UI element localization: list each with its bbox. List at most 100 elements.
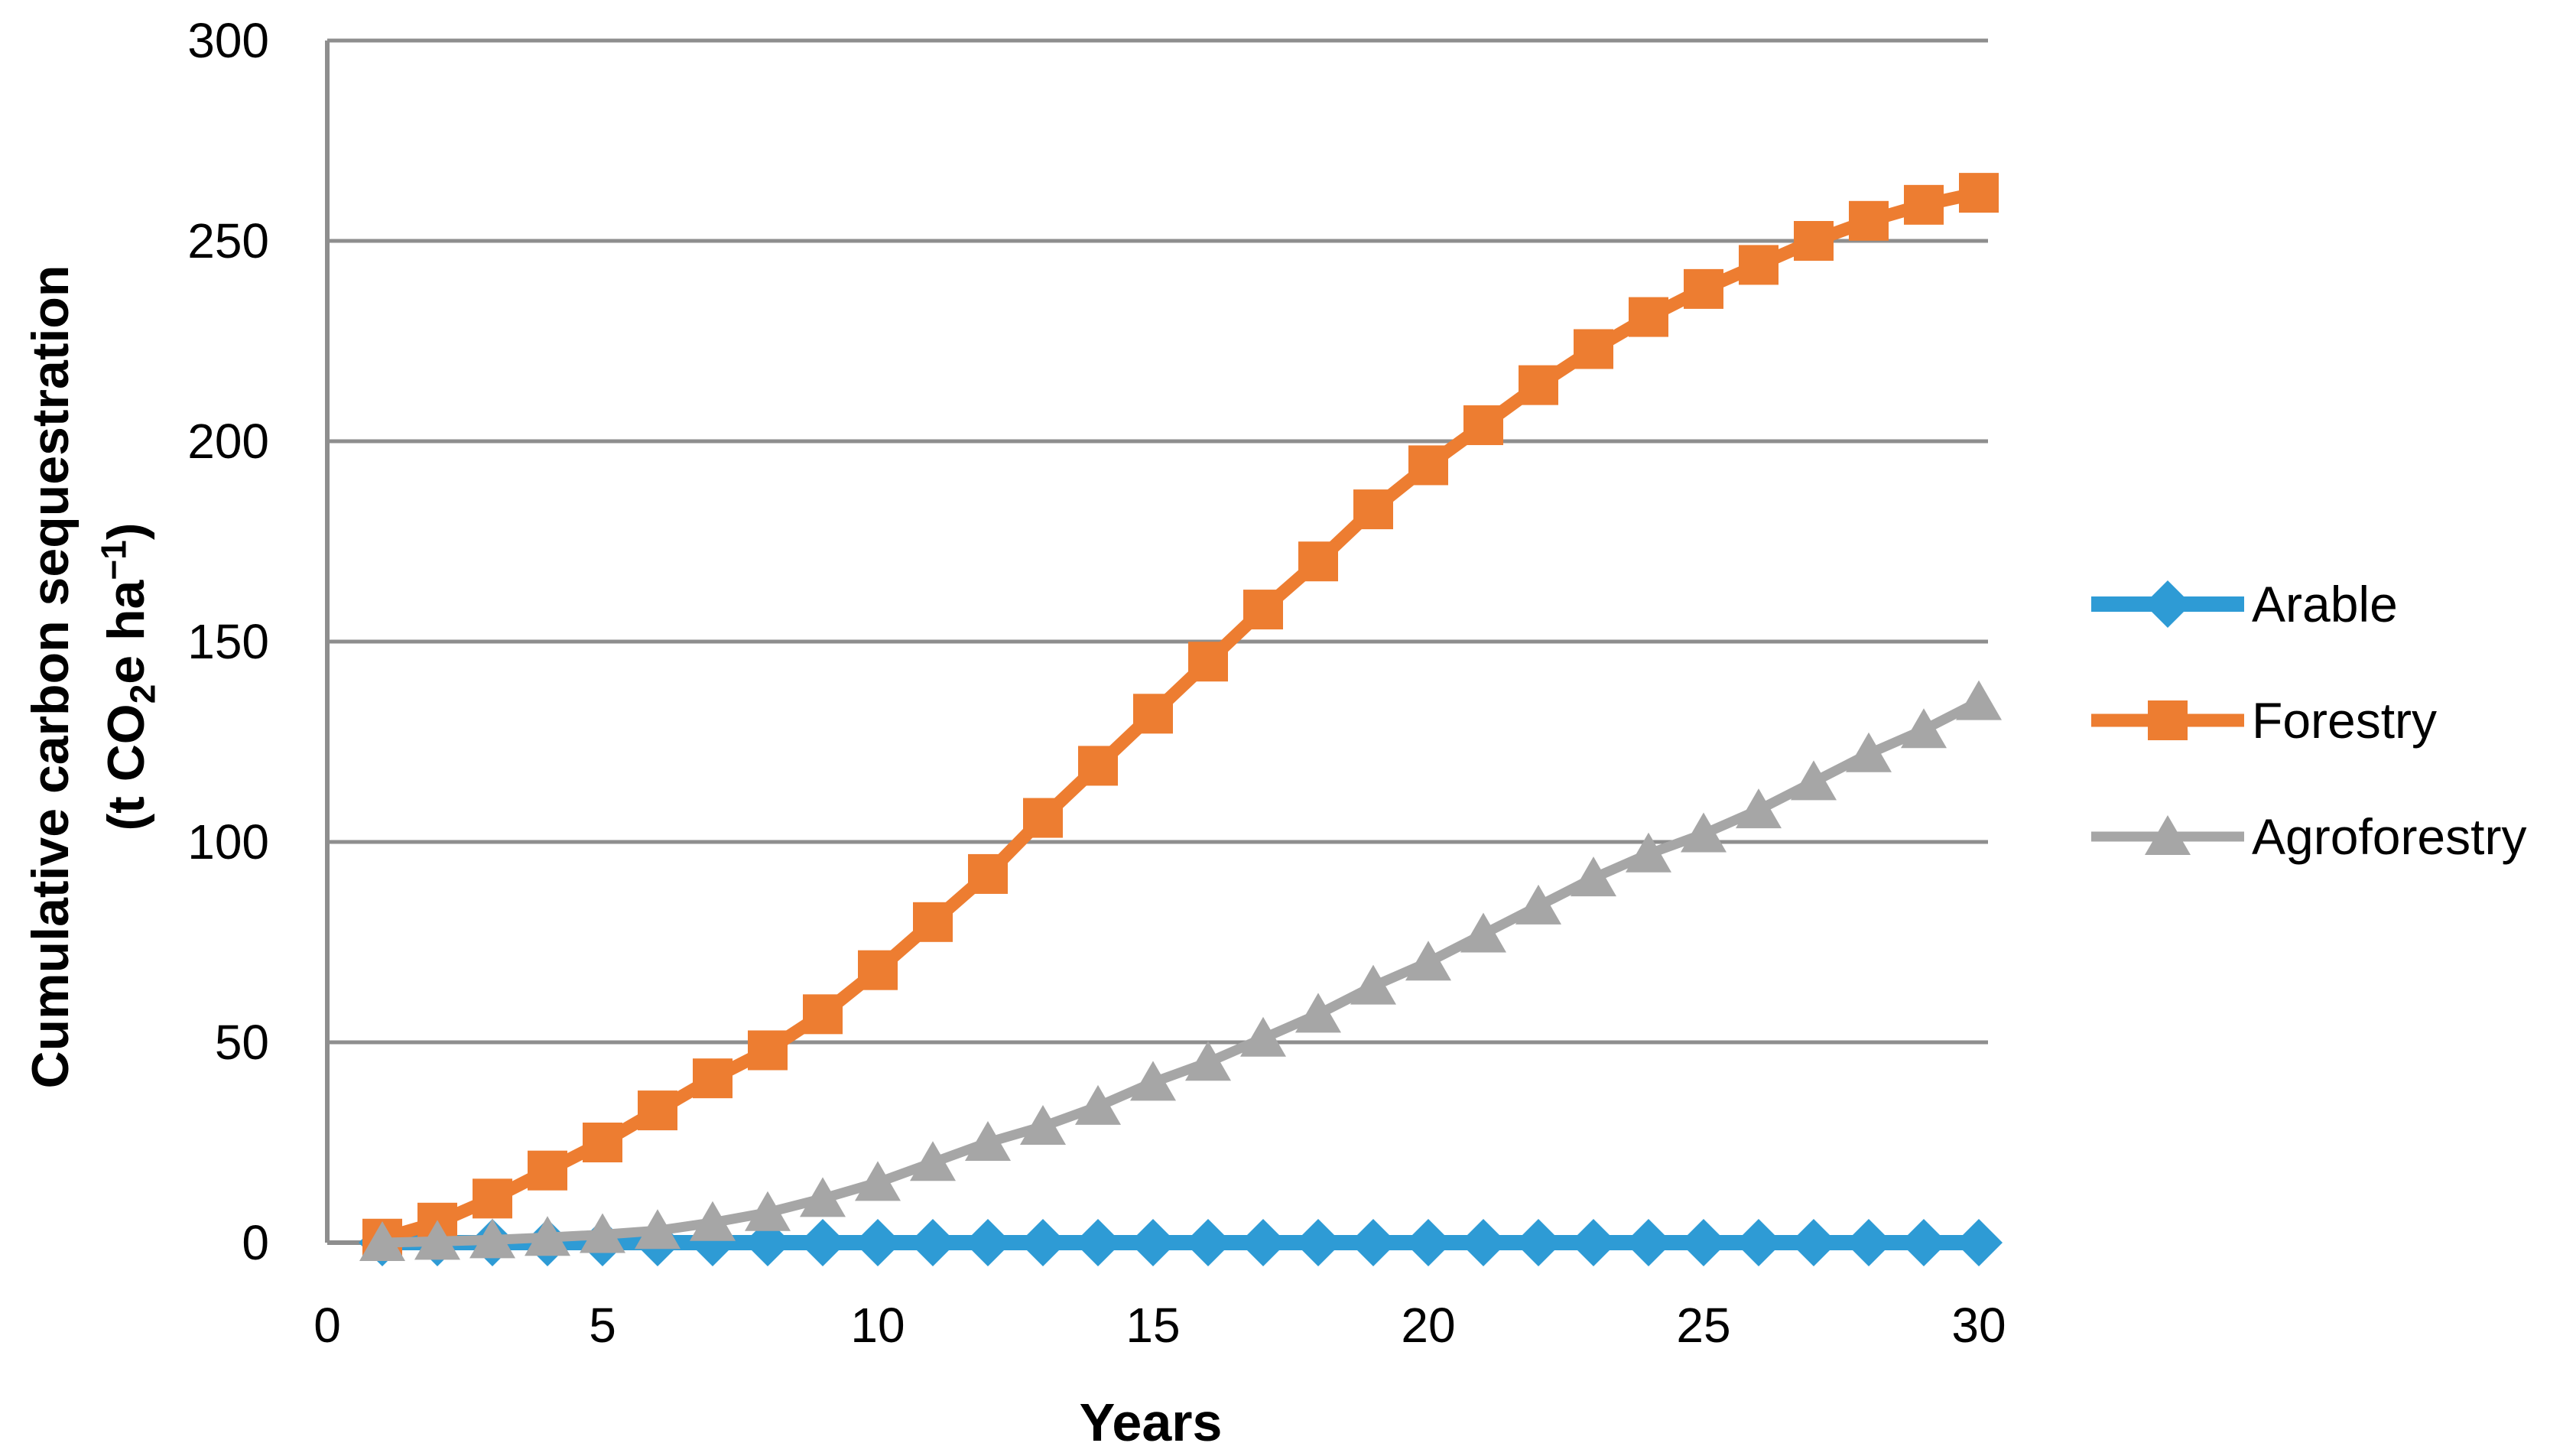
legend-item-agroforestry: Agroforestry bbox=[2091, 802, 2573, 871]
x-tick-label-15: 15 bbox=[1126, 1298, 1180, 1353]
marker-agroforestry-year-13 bbox=[1020, 1105, 1066, 1146]
marker-agroforestry-year-1 bbox=[359, 1221, 405, 1261]
marker-arable-year-28 bbox=[1845, 1219, 1892, 1266]
marker-agroforestry-year-20 bbox=[1405, 941, 1451, 981]
marker-agroforestry-year-16 bbox=[1185, 1041, 1231, 1081]
y-tick-label-250: 250 bbox=[187, 213, 269, 268]
marker-agroforestry-year-27 bbox=[1791, 760, 1837, 801]
legend-label-forestry: Forestry bbox=[2252, 692, 2438, 749]
marker-agroforestry-year-25 bbox=[1681, 812, 1727, 853]
marker-agroforestry-year-23 bbox=[1571, 856, 1616, 897]
x-tick-label-20: 20 bbox=[1401, 1298, 1455, 1353]
marker-forestry-year-16 bbox=[1188, 642, 1228, 682]
x-tick-labels-group: 0 5 10 15 20 25 30 bbox=[313, 1298, 2006, 1353]
marker-arable-year-30 bbox=[1955, 1219, 2003, 1266]
marker-arable-year-22 bbox=[1515, 1219, 1562, 1266]
legend-marker-forestry-icon bbox=[2091, 700, 2244, 740]
marker-agroforestry-year-4 bbox=[525, 1216, 570, 1256]
marker-agroforestry-year-5 bbox=[580, 1213, 625, 1253]
marker-arable-year-25 bbox=[1680, 1219, 1727, 1266]
marker-forestry-year-29 bbox=[1904, 184, 1944, 225]
marker-forestry-year-15 bbox=[1133, 694, 1173, 734]
marker-agroforestry-year-12 bbox=[965, 1121, 1011, 1161]
x-tick-label-0: 0 bbox=[313, 1298, 341, 1353]
y-tick-label-0: 0 bbox=[242, 1215, 269, 1270]
marker-arable-year-24 bbox=[1625, 1219, 1672, 1266]
marker-forestry-year-18 bbox=[1298, 541, 1338, 582]
y-tick-label-200: 200 bbox=[187, 414, 269, 469]
marker-arable-year-23 bbox=[1570, 1219, 1617, 1266]
marker-arable-year-19 bbox=[1350, 1219, 1397, 1266]
marker-agroforestry-year-14 bbox=[1075, 1084, 1121, 1125]
marker-forestry-year-30 bbox=[1959, 173, 1999, 213]
marker-agroforestry-year-19 bbox=[1350, 964, 1396, 1005]
marker-agroforestry-year-6 bbox=[635, 1209, 681, 1250]
marker-forestry-year-8 bbox=[748, 1030, 788, 1071]
legend-marker-arable-icon bbox=[2091, 580, 2244, 628]
marker-arable-year-20 bbox=[1405, 1219, 1452, 1266]
series-forestry-line bbox=[380, 186, 1980, 1245]
marker-forestry-year-26 bbox=[1739, 245, 1779, 285]
legend-glyph-arable bbox=[2144, 580, 2191, 628]
gridlines-group bbox=[327, 38, 1988, 1245]
marker-arable-year-14 bbox=[1074, 1219, 1122, 1266]
marker-agroforestry-year-7 bbox=[690, 1201, 736, 1241]
marker-forestry-year-21 bbox=[1463, 405, 1503, 446]
marker-agroforestry-year-28 bbox=[1846, 732, 1892, 772]
marker-forestry-year-25 bbox=[1684, 268, 1723, 309]
x-tick-label-25: 25 bbox=[1676, 1298, 1730, 1353]
marker-agroforestry-year-15 bbox=[1130, 1061, 1176, 1101]
y-axis-unit: (t CO2e ha−1) bbox=[93, 522, 163, 831]
legend-label-agroforestry: Agroforestry bbox=[2252, 808, 2527, 865]
x-tick-label-5: 5 bbox=[589, 1298, 616, 1353]
marker-agroforestry-year-29 bbox=[1901, 708, 1947, 749]
y-tick-label-50: 50 bbox=[215, 1015, 269, 1070]
marker-agroforestry-year-22 bbox=[1515, 884, 1561, 925]
series-agroforestry bbox=[359, 680, 2002, 1261]
marker-arable-year-18 bbox=[1294, 1219, 1342, 1266]
legend-glyph-forestry bbox=[2148, 700, 2188, 740]
y-tick-label-300: 300 bbox=[187, 13, 269, 68]
y-tick-label-100: 100 bbox=[187, 814, 269, 869]
marker-agroforestry-year-17 bbox=[1240, 1016, 1286, 1057]
y-axis-title-line1: Cumulative carbon sequestration bbox=[21, 265, 80, 1089]
marker-agroforestry-year-30 bbox=[1956, 680, 2002, 720]
marker-forestry-year-5 bbox=[583, 1123, 622, 1162]
marker-arable-year-27 bbox=[1790, 1219, 1837, 1266]
marker-forestry-year-19 bbox=[1353, 489, 1393, 530]
marker-forestry-year-24 bbox=[1629, 297, 1668, 337]
marker-agroforestry-year-11 bbox=[910, 1141, 956, 1181]
marker-arable-year-9 bbox=[799, 1219, 846, 1266]
marker-forestry-year-11 bbox=[913, 902, 953, 942]
marker-arable-year-26 bbox=[1735, 1219, 1782, 1266]
marker-forestry-year-12 bbox=[968, 853, 1008, 894]
y-axis-title: Cumulative carbon sequestration (t CO2e … bbox=[19, 103, 162, 1250]
marker-forestry-year-6 bbox=[638, 1090, 677, 1131]
marker-agroforestry-year-9 bbox=[800, 1177, 846, 1217]
marker-forestry-year-20 bbox=[1408, 445, 1448, 486]
marker-forestry-year-27 bbox=[1794, 221, 1834, 261]
marker-forestry-year-7 bbox=[693, 1058, 733, 1099]
marker-agroforestry-year-10 bbox=[855, 1161, 901, 1201]
series-forestry bbox=[362, 173, 1999, 1259]
marker-forestry-year-14 bbox=[1078, 746, 1118, 786]
legend-item-arable: Arable bbox=[2091, 570, 2573, 639]
x-tick-label-10: 10 bbox=[850, 1298, 905, 1353]
marker-agroforestry-year-21 bbox=[1460, 912, 1506, 953]
marker-forestry-year-22 bbox=[1519, 365, 1558, 405]
marker-arable-year-13 bbox=[1019, 1219, 1067, 1266]
x-axis-title: Years bbox=[1079, 1393, 1223, 1452]
marker-forestry-year-10 bbox=[858, 950, 898, 990]
marker-forestry-year-3 bbox=[473, 1178, 512, 1219]
marker-forestry-year-9 bbox=[803, 994, 843, 1035]
legend: Arable Forestry Agroforestry bbox=[2091, 570, 2573, 871]
legend-label-arable: Arable bbox=[2252, 576, 2398, 632]
series-group bbox=[359, 173, 2003, 1266]
marker-agroforestry-year-2 bbox=[414, 1220, 460, 1260]
marker-agroforestry-year-3 bbox=[469, 1218, 515, 1259]
marker-arable-year-29 bbox=[1900, 1219, 1947, 1266]
marker-arable-year-17 bbox=[1239, 1219, 1287, 1266]
y-tick-labels-group: 0 50 100 150 200 250 300 bbox=[187, 13, 269, 1270]
